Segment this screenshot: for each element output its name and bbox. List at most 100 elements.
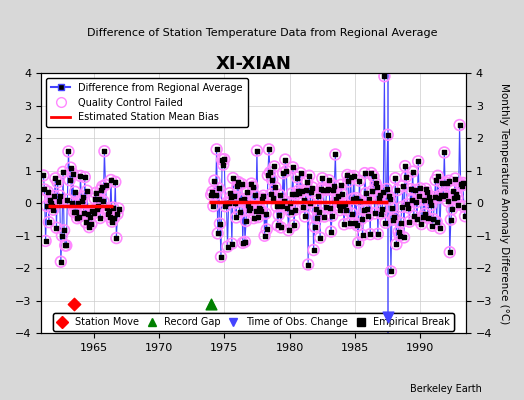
Point xyxy=(321,204,330,210)
Point xyxy=(416,185,424,192)
Point xyxy=(425,194,433,201)
Point xyxy=(329,187,337,194)
Point xyxy=(414,158,422,164)
Point xyxy=(88,207,96,214)
Point xyxy=(300,197,308,204)
Point xyxy=(424,215,432,221)
Point xyxy=(405,218,413,225)
Point xyxy=(93,206,101,212)
Point xyxy=(215,185,223,192)
Point xyxy=(383,186,391,192)
Point xyxy=(304,261,312,268)
Point xyxy=(411,187,419,193)
Point xyxy=(39,172,48,179)
Point xyxy=(87,221,95,227)
Point xyxy=(409,168,417,175)
Point xyxy=(277,224,285,231)
Point xyxy=(394,187,402,193)
Point xyxy=(335,207,344,213)
Point xyxy=(294,188,302,194)
Point xyxy=(49,206,58,213)
Point xyxy=(256,206,265,212)
Point xyxy=(239,196,248,202)
Point xyxy=(246,204,255,211)
Point xyxy=(265,146,273,152)
Point xyxy=(367,170,376,176)
Point xyxy=(317,185,325,192)
Point xyxy=(350,173,358,179)
Point xyxy=(100,148,108,154)
Point xyxy=(313,215,321,222)
Point xyxy=(272,203,281,210)
Point xyxy=(336,182,345,188)
Point xyxy=(83,188,91,194)
Point xyxy=(241,239,249,245)
Point xyxy=(396,232,404,239)
Point xyxy=(231,200,239,206)
Point xyxy=(57,258,65,265)
Point xyxy=(86,214,94,220)
Point xyxy=(295,190,303,196)
Point xyxy=(307,188,315,195)
Point xyxy=(41,238,50,244)
Point xyxy=(248,183,257,190)
Point xyxy=(113,211,122,217)
Point xyxy=(438,180,446,186)
Point xyxy=(286,199,294,206)
Point xyxy=(53,179,62,186)
Point xyxy=(249,215,258,221)
Point xyxy=(271,184,280,190)
Point xyxy=(339,203,347,209)
Point xyxy=(209,203,217,209)
Point xyxy=(397,220,405,226)
Point xyxy=(403,201,411,208)
Point xyxy=(379,189,388,196)
Point xyxy=(381,220,390,226)
Point xyxy=(322,187,331,193)
Point xyxy=(453,194,462,200)
Point xyxy=(332,196,341,202)
Point xyxy=(356,198,365,204)
Point xyxy=(68,200,76,207)
Point xyxy=(287,208,295,215)
Point xyxy=(320,213,329,220)
Point xyxy=(229,175,237,181)
Point xyxy=(354,239,363,246)
Point xyxy=(429,216,438,222)
Point xyxy=(208,188,216,195)
Point xyxy=(63,196,72,203)
Point xyxy=(306,200,314,206)
Point xyxy=(451,175,460,182)
Point xyxy=(443,198,452,204)
Point xyxy=(411,187,419,193)
Point xyxy=(432,219,441,225)
Point xyxy=(292,191,300,198)
Point xyxy=(361,170,369,176)
Point xyxy=(89,210,97,217)
Point xyxy=(336,182,345,188)
Point xyxy=(73,215,81,222)
Point xyxy=(94,203,102,210)
Point xyxy=(458,180,467,186)
Point xyxy=(317,185,325,192)
Point xyxy=(455,122,464,128)
Point xyxy=(244,201,253,208)
Point xyxy=(254,214,262,220)
Point xyxy=(410,213,418,219)
Point xyxy=(348,196,357,202)
Point xyxy=(47,200,55,206)
Point xyxy=(218,156,226,163)
Point xyxy=(398,204,406,210)
Point xyxy=(244,201,253,208)
Point xyxy=(283,204,292,211)
Point xyxy=(395,229,403,235)
Point xyxy=(102,205,111,212)
Text: Difference of Station Temperature Data from Regional Average: Difference of Station Temperature Data f… xyxy=(87,28,437,38)
Point xyxy=(353,222,362,229)
Point xyxy=(444,178,453,184)
Point xyxy=(219,162,227,168)
Point xyxy=(95,196,103,202)
Point xyxy=(255,205,263,211)
Point xyxy=(365,196,373,202)
Point xyxy=(281,156,289,163)
